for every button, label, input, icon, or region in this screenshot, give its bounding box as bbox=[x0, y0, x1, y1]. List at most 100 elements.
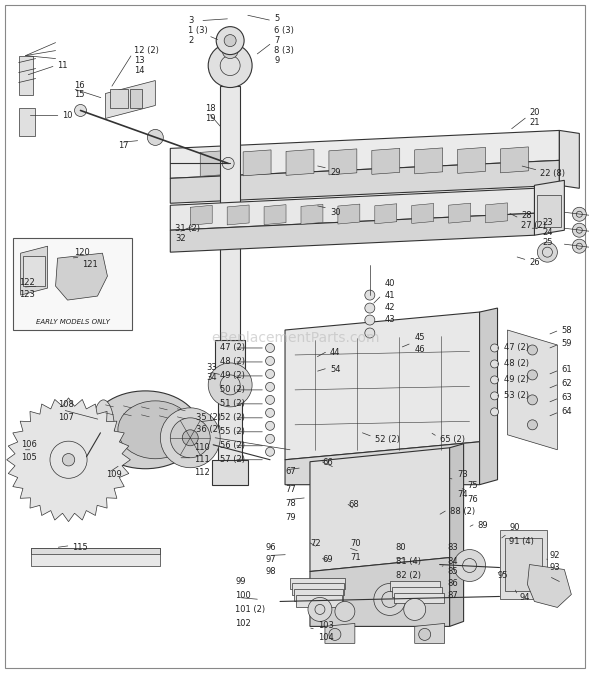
Circle shape bbox=[266, 421, 274, 430]
Text: 40: 40 bbox=[385, 279, 395, 287]
Text: 7: 7 bbox=[274, 36, 280, 45]
Text: 12 (2): 12 (2) bbox=[135, 46, 159, 55]
Circle shape bbox=[171, 418, 210, 458]
Circle shape bbox=[216, 27, 244, 55]
Bar bbox=[504, 538, 542, 592]
Text: 25: 25 bbox=[542, 238, 553, 247]
Text: 109: 109 bbox=[106, 470, 122, 479]
Text: 90: 90 bbox=[510, 523, 520, 532]
Text: 48 (2): 48 (2) bbox=[503, 359, 529, 368]
Text: 16: 16 bbox=[74, 81, 85, 90]
Circle shape bbox=[419, 629, 431, 641]
Bar bbox=[212, 460, 248, 485]
Text: 53 (2): 53 (2) bbox=[503, 392, 529, 400]
Circle shape bbox=[490, 376, 499, 384]
Circle shape bbox=[308, 598, 332, 621]
Text: 97: 97 bbox=[265, 555, 276, 564]
Circle shape bbox=[365, 315, 375, 325]
Text: 22 (8): 22 (8) bbox=[540, 169, 565, 178]
Text: 49 (2): 49 (2) bbox=[503, 376, 529, 384]
Circle shape bbox=[266, 369, 274, 378]
Bar bbox=[394, 594, 444, 604]
Polygon shape bbox=[21, 246, 48, 295]
Text: 121: 121 bbox=[83, 260, 99, 269]
Circle shape bbox=[365, 328, 375, 338]
Polygon shape bbox=[55, 253, 107, 300]
Circle shape bbox=[527, 395, 537, 405]
Text: 84: 84 bbox=[448, 557, 458, 566]
Text: 24: 24 bbox=[542, 227, 553, 237]
Text: 92: 92 bbox=[549, 551, 560, 560]
Circle shape bbox=[454, 550, 486, 581]
Polygon shape bbox=[285, 441, 480, 485]
Bar bbox=[290, 577, 345, 590]
Circle shape bbox=[527, 420, 537, 430]
Circle shape bbox=[527, 370, 537, 380]
Text: 69: 69 bbox=[322, 555, 333, 564]
Text: 103: 103 bbox=[318, 621, 334, 630]
Circle shape bbox=[374, 583, 406, 615]
Text: 61: 61 bbox=[561, 365, 572, 374]
Text: 96: 96 bbox=[265, 543, 276, 552]
Circle shape bbox=[182, 430, 198, 446]
Text: 8 (3): 8 (3) bbox=[274, 46, 294, 55]
Polygon shape bbox=[171, 160, 559, 203]
Polygon shape bbox=[301, 205, 323, 224]
Circle shape bbox=[490, 408, 499, 416]
Polygon shape bbox=[486, 203, 507, 223]
Text: 71: 71 bbox=[350, 553, 360, 562]
Text: 79: 79 bbox=[285, 513, 296, 522]
Bar bbox=[19, 108, 35, 137]
Text: 67: 67 bbox=[285, 467, 296, 476]
Bar bbox=[22, 256, 45, 286]
Text: 77: 77 bbox=[285, 485, 296, 494]
Text: 9: 9 bbox=[274, 56, 279, 65]
Circle shape bbox=[222, 42, 238, 59]
Text: 45: 45 bbox=[415, 334, 425, 343]
Text: 83: 83 bbox=[448, 543, 458, 552]
Polygon shape bbox=[415, 623, 445, 643]
Circle shape bbox=[527, 345, 537, 355]
Text: 56 (2): 56 (2) bbox=[220, 441, 245, 450]
Text: 85: 85 bbox=[448, 567, 458, 576]
Bar bbox=[500, 530, 548, 600]
Text: 47 (2): 47 (2) bbox=[220, 343, 245, 353]
Polygon shape bbox=[375, 204, 396, 223]
Polygon shape bbox=[500, 147, 529, 173]
Circle shape bbox=[266, 434, 274, 444]
Text: 120: 120 bbox=[74, 248, 90, 256]
Text: 106: 106 bbox=[21, 440, 37, 450]
Text: 34: 34 bbox=[206, 374, 217, 382]
Polygon shape bbox=[535, 180, 565, 235]
Text: 43: 43 bbox=[385, 314, 395, 324]
Text: 3: 3 bbox=[188, 16, 194, 25]
Circle shape bbox=[329, 629, 341, 641]
Text: 63: 63 bbox=[561, 394, 572, 402]
Text: 95: 95 bbox=[497, 571, 508, 580]
Text: 86: 86 bbox=[448, 579, 458, 588]
Text: 99: 99 bbox=[235, 577, 245, 586]
Polygon shape bbox=[338, 204, 360, 224]
Text: 102: 102 bbox=[235, 619, 251, 628]
Text: 89: 89 bbox=[477, 521, 488, 530]
Text: 91 (4): 91 (4) bbox=[510, 537, 535, 546]
Circle shape bbox=[208, 363, 252, 407]
Polygon shape bbox=[480, 308, 497, 485]
Circle shape bbox=[490, 392, 499, 400]
Text: 68: 68 bbox=[348, 500, 359, 509]
Bar bbox=[12, 238, 132, 330]
Text: 73: 73 bbox=[458, 470, 468, 479]
Text: 70: 70 bbox=[350, 539, 360, 548]
Text: 78: 78 bbox=[285, 499, 296, 508]
Text: 29: 29 bbox=[330, 168, 340, 177]
Text: 11: 11 bbox=[58, 61, 68, 70]
Circle shape bbox=[266, 395, 274, 404]
Polygon shape bbox=[286, 149, 314, 176]
Polygon shape bbox=[372, 148, 400, 174]
Text: 59: 59 bbox=[561, 339, 572, 349]
Text: 21: 21 bbox=[529, 118, 540, 127]
Polygon shape bbox=[190, 205, 212, 225]
Bar bbox=[220, 85, 240, 390]
Circle shape bbox=[208, 44, 252, 87]
Text: 88 (2): 88 (2) bbox=[450, 507, 475, 516]
